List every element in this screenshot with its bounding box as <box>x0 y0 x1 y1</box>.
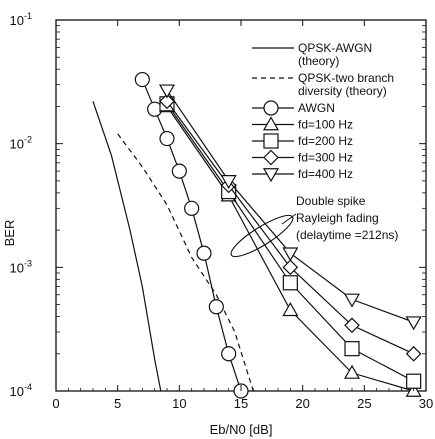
data-point-fd-200-hz <box>406 373 422 389</box>
x-tick-label: 0 <box>52 396 59 411</box>
legend-swatch-marker <box>262 168 280 183</box>
legend-label: (theory) <box>298 54 339 68</box>
y-tick-label: 10-4 <box>10 382 32 399</box>
y-tick-label: 10-1 <box>10 11 32 28</box>
series-line-qpsk-two-branch-diversity-theory <box>117 133 254 392</box>
annotation-pointer <box>281 213 297 225</box>
y-axis-title: BER <box>2 220 17 247</box>
x-axis-title: Eb/N0 [dB] <box>210 422 273 437</box>
data-point-fd-300-hz <box>282 259 299 276</box>
legend-swatch-marker <box>263 149 279 166</box>
legend-item-awgn: AWGN <box>252 100 335 116</box>
series-awgn <box>134 71 249 399</box>
data-point-awgn <box>159 130 175 147</box>
y-tick-label: 10-2 <box>10 135 32 152</box>
legend-label: fd=300 Hz <box>298 151 353 165</box>
x-tick-label: 5 <box>114 396 121 411</box>
data-point-fd-400-hz <box>405 316 422 331</box>
x-tick-label: 30 <box>419 396 433 411</box>
series-fd-300-hz <box>159 93 422 362</box>
data-point-fd-100-hz <box>343 364 361 379</box>
data-point-awgn <box>171 163 187 179</box>
series-fd-400-hz <box>158 84 422 331</box>
legend-swatch-marker <box>263 133 279 149</box>
legend-item-fd-300-hz: fd=300 Hz <box>252 149 353 166</box>
legend-label: QPSK-two branch <box>298 71 394 85</box>
data-point-awgn <box>184 200 200 216</box>
data-point-awgn <box>221 346 237 362</box>
data-point-awgn <box>134 71 150 88</box>
legend-item-fd-200-hz: fd=200 Hz <box>252 133 353 149</box>
data-point-fd-400-hz <box>343 293 361 308</box>
plot-area <box>55 19 427 399</box>
annotation-text: Double spike <box>296 194 366 208</box>
data-point-awgn <box>196 245 212 261</box>
legend-label: diversity (theory) <box>298 84 387 98</box>
legend-item-qpsk-awgn-theory: QPSK-AWGN(theory) <box>252 41 372 68</box>
data-point-fd-400-hz <box>282 247 299 262</box>
legend: QPSK-AWGN(theory) QPSK-two branchdiversit… <box>252 41 394 183</box>
axis-ticks: 0 5 10 15 20 25 30 10-1 10-2 10-3 10-4 <box>10 11 434 411</box>
data-point-fd-200-hz <box>282 275 298 291</box>
series-qpsk-two-branch-diversity-theory <box>117 133 254 392</box>
x-tick-label: 25 <box>357 396 371 411</box>
y-tick-label: 10-3 <box>10 258 32 275</box>
data-point-fd-300-hz <box>159 93 175 110</box>
legend-swatch-marker <box>263 100 279 116</box>
legend-label: fd=400 Hz <box>298 167 353 181</box>
legend-label: QPSK-AWGN <box>298 41 372 55</box>
data-point-fd-100-hz <box>282 302 299 317</box>
data-point-fd-400-hz <box>158 84 176 99</box>
legend-swatch-marker <box>262 116 280 131</box>
x-tick-label: 20 <box>295 396 309 411</box>
annotation-text: Rayleigh fading <box>296 211 379 225</box>
annotation: Double spike Rayleigh fading (delaytime =2… <box>230 194 398 258</box>
data-point-fd-200-hz <box>344 341 360 357</box>
series-line-qpsk-awgn-theory <box>92 101 162 392</box>
x-tick-label: 15 <box>234 396 248 411</box>
legend-label: fd=100 Hz <box>298 118 353 132</box>
data-point-fd-300-hz <box>405 345 422 362</box>
annotation-text: (delaytime =212ns) <box>296 228 398 242</box>
series-qpsk-awgn-theory <box>92 101 162 392</box>
legend-item-fd-100-hz: fd=100 Hz <box>252 116 353 132</box>
legend-label: AWGN <box>298 101 335 115</box>
legend-label: fd=200 Hz <box>298 134 353 148</box>
data-point-fd-300-hz <box>344 317 360 334</box>
x-tick-label: 10 <box>172 396 186 411</box>
data-point-fd-400-hz <box>220 175 237 190</box>
legend-item-fd-400-hz: fd=400 Hz <box>252 167 353 183</box>
data-point-awgn <box>208 299 224 315</box>
